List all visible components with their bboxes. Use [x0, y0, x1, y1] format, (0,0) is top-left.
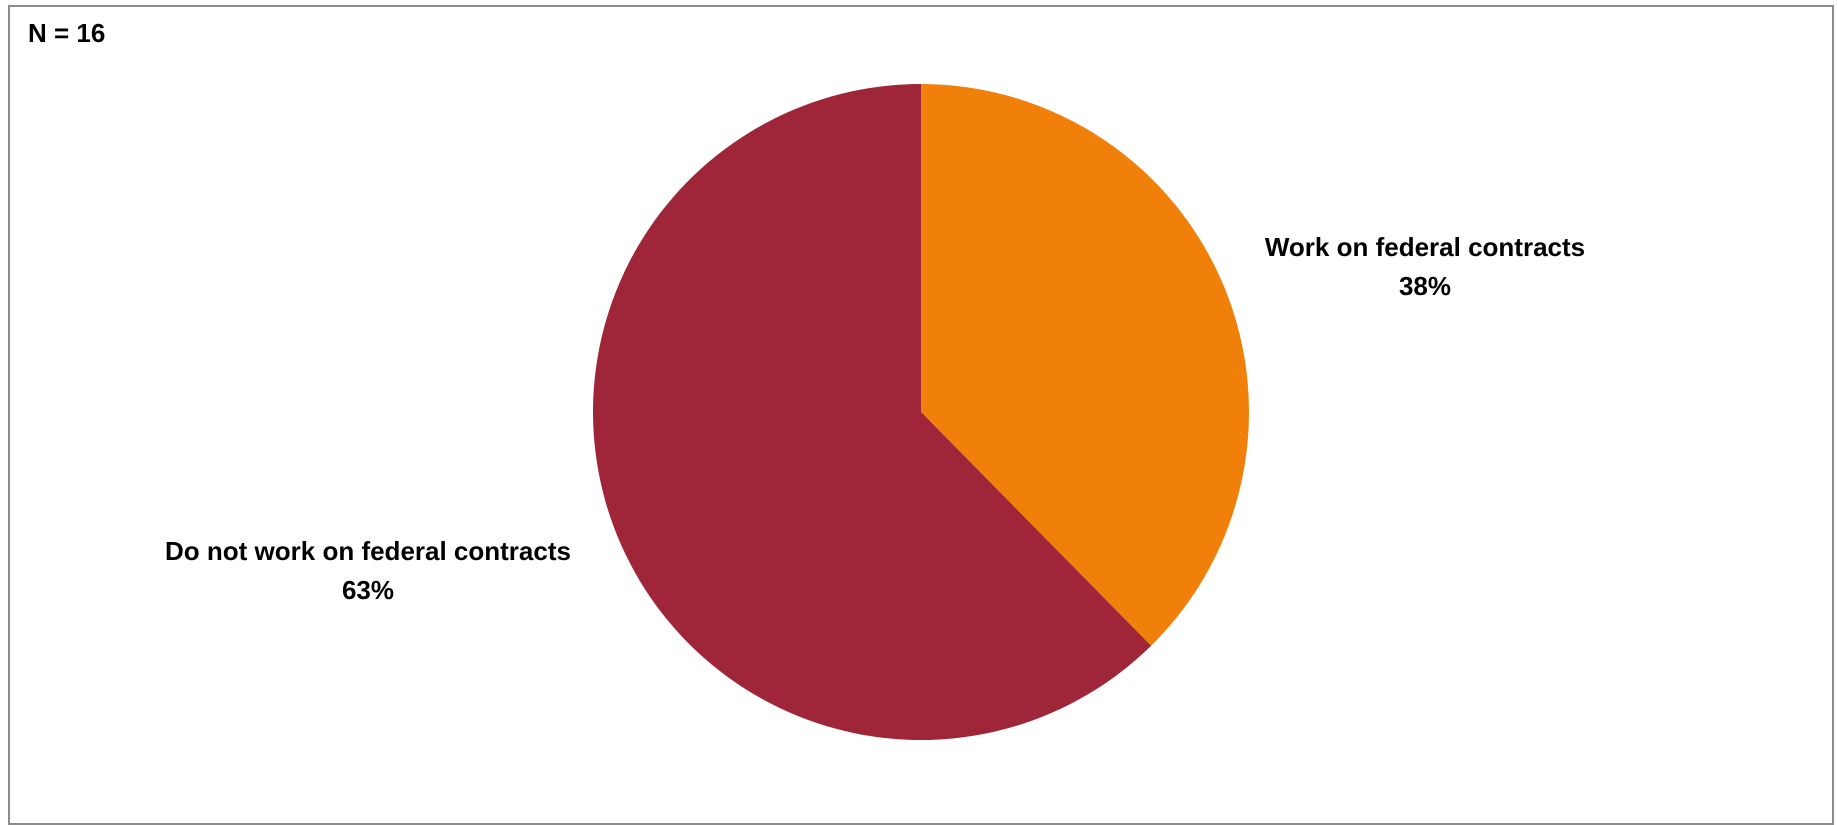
slice-label-work-on-federal-contracts: Work on federal contracts: [1265, 232, 1585, 262]
pie-slice-work-on-federal-contracts: [921, 84, 1249, 646]
pie-slice-do-not-work-on-federal-contracts: [592, 84, 1152, 741]
sample-size-label: N = 16: [28, 18, 106, 48]
slice-value-do-not-work-on-federal-contracts: 63%: [342, 575, 394, 605]
slice-label-do-not-work-on-federal-contracts: Do not work on federal contracts: [165, 536, 571, 566]
slice-value-work-on-federal-contracts: 38%: [1399, 271, 1451, 301]
